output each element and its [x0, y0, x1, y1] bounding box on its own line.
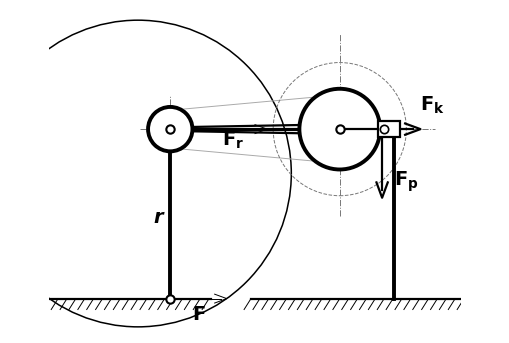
Text: r: r	[153, 209, 163, 227]
Text: $\mathbf{F_p}$: $\mathbf{F_p}$	[393, 169, 418, 194]
Text: $r_r$: $r_r$	[164, 128, 176, 143]
Circle shape	[299, 89, 379, 169]
Circle shape	[148, 107, 192, 151]
Text: $r_k$: $r_k$	[307, 129, 321, 144]
Text: $\mathbf{F_k}$: $\mathbf{F_k}$	[419, 94, 444, 116]
Bar	[377, 121, 400, 137]
Text: $\mathbf{F}$: $\mathbf{F}$	[191, 305, 205, 324]
Text: $r_p$: $r_p$	[337, 128, 351, 145]
Text: $\mathbf{F_r}$: $\mathbf{F_r}$	[221, 130, 243, 151]
